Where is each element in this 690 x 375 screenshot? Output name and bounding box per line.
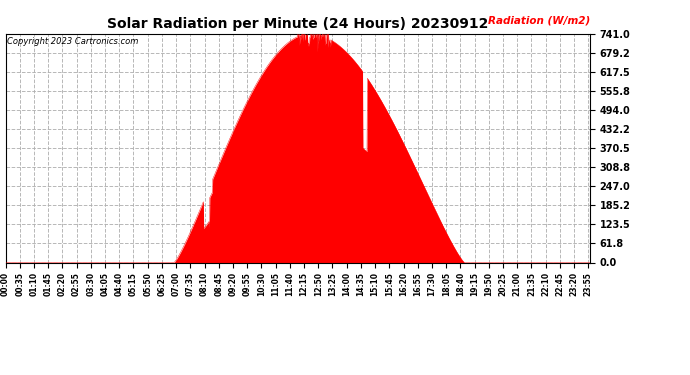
Text: Copyright 2023 Cartronics.com: Copyright 2023 Cartronics.com (7, 37, 138, 46)
Text: Radiation (W/m2): Radiation (W/m2) (488, 16, 590, 26)
Title: Solar Radiation per Minute (24 Hours) 20230912: Solar Radiation per Minute (24 Hours) 20… (107, 17, 489, 31)
